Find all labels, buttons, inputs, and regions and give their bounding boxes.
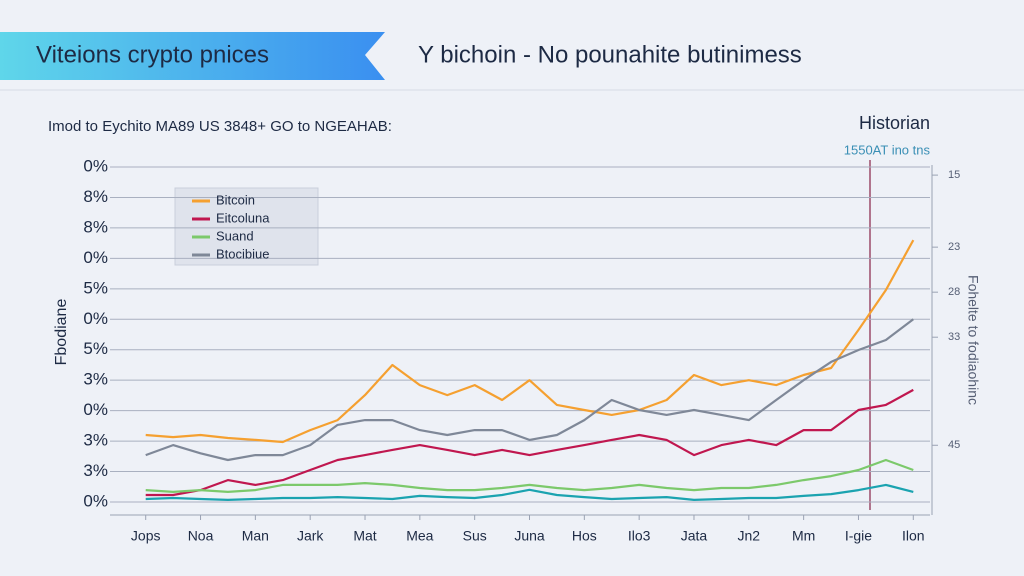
y-tick-label: 5% [83, 339, 108, 358]
x-tick-label: I-gie [845, 528, 872, 544]
x-tick-label: Jops [131, 528, 161, 544]
legend-label: Bitcoin [216, 192, 255, 207]
y-tick-label: 0% [83, 400, 108, 419]
x-tick-label: Sus [463, 528, 487, 544]
y-tick-label: 8% [83, 217, 108, 236]
y2-tick-label: 45 [948, 439, 960, 451]
y2-tick-label: 28 [948, 286, 960, 298]
series-line [145, 239, 915, 444]
x-tick-label: Mea [406, 528, 433, 544]
x-tick-label: Juna [514, 528, 545, 544]
y-tick-label: 8% [83, 187, 108, 206]
x-tick-label: Man [242, 528, 269, 544]
header: Y bichoin - No pounahite butinimess [418, 41, 802, 68]
x-tick-label: Mat [353, 528, 376, 544]
x-tick-label: Hos [572, 528, 597, 544]
annotation-sub: 1550AT ino tns [844, 142, 931, 157]
y2-axis-label: Fohelte to fodiaohinc [965, 275, 981, 405]
y-tick-label: 0% [83, 309, 108, 328]
legend-label: Btocibiue [216, 246, 269, 261]
y-tick-label: 5% [83, 278, 108, 297]
series-line [145, 388, 914, 497]
x-tick-label: Ilon [902, 528, 925, 544]
x-tick-label: Mm [792, 528, 815, 544]
y-tick-label: 0% [83, 248, 108, 267]
y-tick-label: 3% [83, 461, 108, 480]
legend-label: Suand [216, 228, 254, 243]
annotation: Historian [859, 113, 930, 133]
y2-tick-label: 23 [948, 241, 960, 253]
series-line [145, 318, 914, 462]
chart-title: Viteions crypto pnices [36, 41, 269, 68]
series-line [145, 483, 914, 501]
y2-tick-label: 15 [948, 169, 960, 181]
y-axis-label: Fbodiane [53, 299, 70, 366]
x-tick-label: Noa [188, 528, 214, 544]
legend-label: Eitcoluna [216, 210, 270, 225]
y-tick-label: 3% [83, 370, 108, 389]
y2-tick-label: 33 [948, 331, 960, 343]
x-tick-label: Jark [297, 528, 324, 544]
x-tick-label: Jata [681, 528, 708, 544]
x-tick-label: Jn2 [738, 528, 761, 544]
x-tick-label: Ilo3 [628, 528, 651, 544]
title-banner [0, 32, 385, 80]
subtitle: Imod to Eychito MA89 US 3848+ GO to NGEA… [48, 118, 392, 135]
y-tick-label: 0% [83, 491, 108, 510]
y-tick-label: 0% [83, 156, 108, 175]
series-line [145, 458, 914, 493]
y-tick-label: 3% [83, 431, 108, 450]
